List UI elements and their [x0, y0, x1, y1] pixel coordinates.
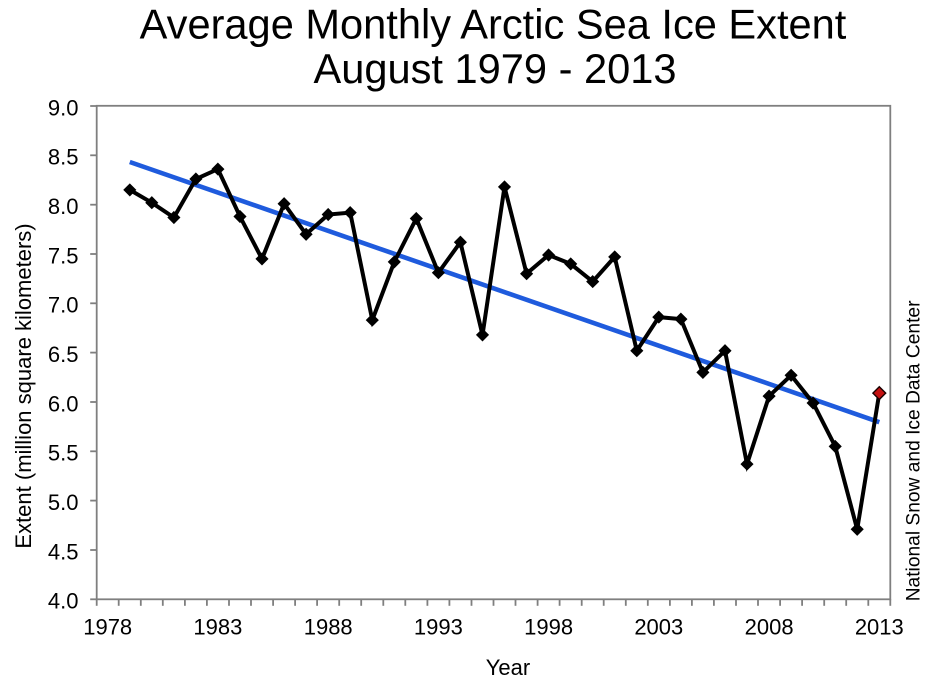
svg-text:5.5: 5.5 — [48, 441, 79, 466]
svg-text:9.0: 9.0 — [48, 95, 79, 120]
svg-text:1978: 1978 — [83, 614, 132, 639]
svg-text:Average Monthly Arctic Sea Ice: Average Monthly Arctic Sea Ice Extent — [140, 1, 847, 48]
svg-text:7.0: 7.0 — [48, 293, 79, 318]
svg-text:8.5: 8.5 — [48, 145, 79, 170]
svg-text:1993: 1993 — [414, 614, 463, 639]
svg-text:4.5: 4.5 — [48, 539, 79, 564]
svg-text:6.0: 6.0 — [48, 391, 79, 416]
svg-text:7.5: 7.5 — [48, 243, 79, 268]
svg-text:1983: 1983 — [193, 614, 242, 639]
svg-text:1988: 1988 — [304, 614, 353, 639]
svg-text:Year: Year — [486, 655, 530, 680]
svg-text:2013: 2013 — [855, 614, 904, 639]
svg-text:2008: 2008 — [745, 614, 794, 639]
svg-text:August 1979 - 2013: August 1979 - 2013 — [313, 45, 676, 92]
svg-text:2003: 2003 — [634, 614, 683, 639]
svg-text:National Snow and Ice Data Cen: National Snow and Ice Data Center — [904, 300, 925, 601]
svg-text:6.5: 6.5 — [48, 342, 79, 367]
svg-text:Extent (million square kilomet: Extent (million square kilometers) — [11, 223, 36, 548]
svg-text:5.0: 5.0 — [48, 490, 79, 515]
svg-text:1998: 1998 — [524, 614, 573, 639]
svg-text:8.0: 8.0 — [48, 194, 79, 219]
svg-text:4.0: 4.0 — [48, 589, 79, 614]
